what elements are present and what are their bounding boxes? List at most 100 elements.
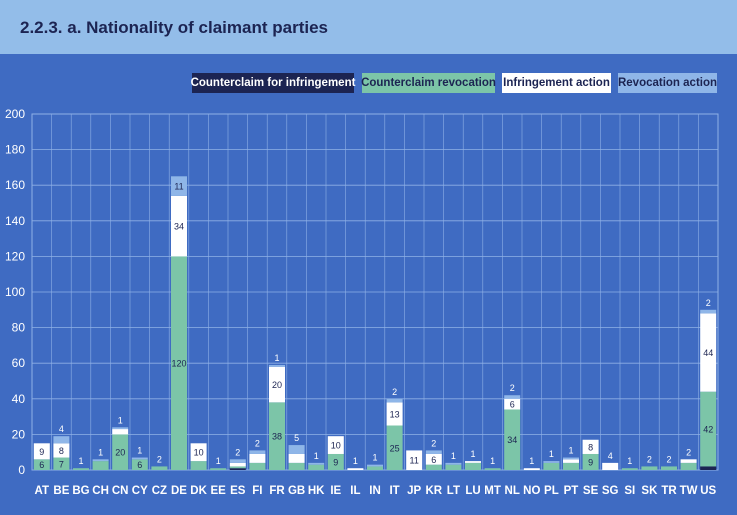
x-tick-label: EE bbox=[211, 485, 227, 497]
bar-value-label: 2 bbox=[392, 387, 397, 397]
bar-segment-infringement-action bbox=[53, 443, 70, 458]
x-tick-label: CZ bbox=[152, 485, 167, 497]
bar-value-label: 6 bbox=[137, 460, 142, 470]
bar-segment-revocation-action bbox=[543, 461, 560, 463]
bar-value-label: 6 bbox=[39, 460, 44, 470]
bar-segment-counterclaim-revocation bbox=[680, 462, 697, 470]
x-tick-label: IL bbox=[350, 485, 360, 497]
bar-value-label: 1 bbox=[118, 415, 123, 425]
bar-segment-revocation-action bbox=[563, 457, 579, 460]
bar-value-label: 10 bbox=[194, 448, 204, 458]
bar-segment-infringement-action bbox=[347, 468, 364, 470]
bar-value-label: 2 bbox=[647, 454, 652, 464]
bar-value-label: 1 bbox=[549, 449, 554, 459]
bar-segment-counterclaim-revocation bbox=[484, 468, 501, 470]
y-tick-label: 40 bbox=[12, 392, 26, 406]
bar-segment-revocation-action bbox=[112, 427, 129, 430]
bar-segment-revocation-action bbox=[445, 462, 462, 465]
bar-value-label: 1 bbox=[78, 456, 83, 466]
bar-segment-counterclaim-infringement bbox=[229, 468, 246, 470]
bar-value-label: 1 bbox=[451, 451, 456, 461]
bar-value-label: 4 bbox=[608, 451, 613, 461]
bar-segment-counterclaim-infringement bbox=[700, 466, 717, 470]
bar-segment-infringement-action bbox=[386, 402, 403, 426]
bar-segment-revocation-action bbox=[92, 459, 109, 462]
bar-value-label: 11 bbox=[174, 182, 183, 192]
x-tick-label: SI bbox=[624, 485, 635, 497]
legend-revocation-action: Revocation action bbox=[618, 73, 717, 93]
bar-value-label: 120 bbox=[171, 359, 186, 369]
x-tick-label: LU bbox=[465, 485, 480, 497]
x-tick-label: KR bbox=[425, 485, 442, 497]
y-tick-label: 140 bbox=[5, 214, 25, 228]
bar-value-label: 20 bbox=[115, 448, 125, 458]
bar-segment-infringement-action bbox=[406, 450, 423, 470]
x-tick-label: SK bbox=[641, 485, 658, 497]
legend-counterclaim-infringement: Counterclaim for infringement bbox=[191, 73, 355, 93]
bar-segment-counterclaim-revocation bbox=[465, 462, 481, 470]
bar-segment-counterclaim-revocation bbox=[288, 462, 305, 470]
x-tick-label: TR bbox=[661, 485, 677, 497]
bar-segment-counterclaim-revocation bbox=[445, 464, 462, 470]
x-tick-label: US bbox=[700, 485, 716, 497]
x-tick-label: FR bbox=[269, 485, 285, 497]
y-tick-label: 80 bbox=[12, 321, 26, 335]
x-tick-label: BG bbox=[72, 485, 89, 497]
bar-value-label: 9 bbox=[333, 457, 338, 467]
y-tick-label: 60 bbox=[12, 356, 26, 370]
bar-value-label: 5 bbox=[294, 433, 299, 443]
bar-value-label: 44 bbox=[703, 348, 713, 358]
bar-value-label: 1 bbox=[274, 353, 279, 363]
bar-segment-counterclaim-revocation bbox=[308, 464, 325, 470]
bar-value-label: 9 bbox=[39, 447, 44, 457]
bar-segment-infringement-action bbox=[523, 468, 540, 470]
x-tick-label: FI bbox=[252, 485, 262, 497]
bar-segment-counterclaim-revocation bbox=[367, 466, 383, 470]
x-tick-label: IN bbox=[369, 485, 381, 497]
legend-infringement-action: Infringement action bbox=[502, 73, 611, 93]
bar-segment-infringement-action bbox=[229, 462, 246, 467]
bar-value-label: 2 bbox=[255, 438, 260, 448]
bar-segment-counterclaim-revocation bbox=[425, 464, 442, 470]
x-tick-label: CY bbox=[132, 485, 148, 497]
x-tick-label: BE bbox=[53, 485, 69, 497]
bar-segment-infringement-action bbox=[249, 453, 266, 463]
bar-segment-counterclaim-revocation bbox=[73, 468, 89, 470]
x-tick-label: PT bbox=[564, 485, 579, 497]
bar-value-label: 34 bbox=[507, 435, 517, 445]
bar-segment-counterclaim-revocation bbox=[249, 462, 266, 470]
bar-segment-counterclaim-revocation bbox=[661, 466, 677, 470]
bar-segment-counterclaim-revocation bbox=[269, 402, 285, 470]
title-bar: 2.2.3. a. Nationality of claimant partie… bbox=[0, 0, 737, 54]
bar-value-label: 4 bbox=[59, 424, 64, 434]
x-tick-label: CH bbox=[92, 485, 109, 497]
x-tick-label: PL bbox=[544, 485, 559, 497]
bar-value-label: 6 bbox=[510, 400, 515, 410]
y-tick-label: 0 bbox=[18, 463, 25, 477]
bar-value-label: 34 bbox=[174, 222, 184, 232]
x-tick-label: NO bbox=[523, 485, 540, 497]
bar-segment-counterclaim-revocation bbox=[210, 468, 227, 470]
x-tick-label: NL bbox=[505, 485, 520, 497]
bar-value-label: 20 bbox=[272, 380, 282, 390]
bar-segment-infringement-action bbox=[112, 429, 129, 435]
x-tick-label: DE bbox=[171, 485, 187, 497]
bar-segment-infringement-action bbox=[327, 436, 344, 454]
y-tick-label: 200 bbox=[5, 107, 25, 121]
bar-segment-infringement-action bbox=[465, 461, 481, 463]
bar-segment-infringement-action bbox=[700, 313, 717, 392]
x-tick-label: CN bbox=[112, 485, 129, 497]
bar-segment-revocation-action bbox=[229, 459, 246, 463]
bar-segment-infringement-action bbox=[288, 453, 305, 463]
x-tick-label: IE bbox=[330, 485, 341, 497]
page-title: 2.2.3. a. Nationality of claimant partie… bbox=[20, 18, 328, 37]
x-tick-label: SG bbox=[602, 485, 619, 497]
bar-value-label: 1 bbox=[372, 453, 377, 463]
bar-segment-counterclaim-revocation bbox=[190, 461, 207, 470]
bar-segment-counterclaim-revocation bbox=[131, 459, 148, 470]
bar-segment-revocation-action bbox=[288, 445, 305, 454]
bar-segment-revocation-action bbox=[367, 464, 383, 467]
x-tick-label: SE bbox=[583, 485, 599, 497]
x-tick-label: AT bbox=[35, 485, 49, 497]
